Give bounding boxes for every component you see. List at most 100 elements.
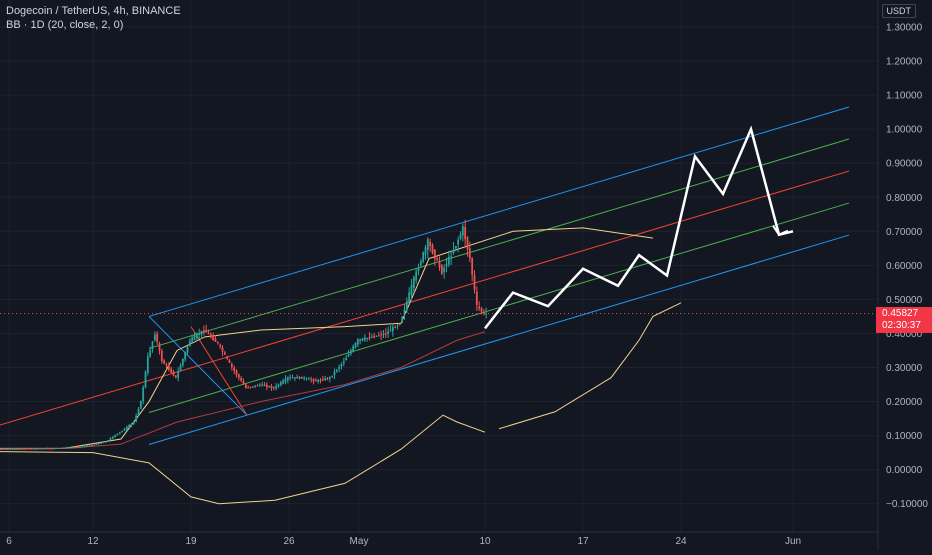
- candle-body: [424, 247, 427, 255]
- candle-body: [408, 292, 411, 303]
- candle-body: [359, 339, 362, 341]
- candle-body: [387, 331, 390, 334]
- candle-body: [207, 332, 210, 335]
- candle-body: [41, 448, 44, 450]
- projection-arrowhead: [772, 225, 789, 236]
- candle-body: [128, 424, 131, 428]
- channel-upper: [148, 106, 850, 317]
- candle-body: [114, 435, 117, 437]
- candle-body: [95, 443, 98, 445]
- last-price-value: 0.45827: [882, 307, 919, 319]
- candle-body: [328, 377, 331, 379]
- candle-body: [209, 334, 212, 338]
- indicator-label[interactable]: BB · 1D (20, close, 2, 0): [6, 19, 124, 31]
- y-tick-label: −0.10000: [886, 499, 928, 510]
- candle-body: [384, 333, 387, 335]
- candle-body: [300, 376, 303, 379]
- candle-body: [468, 248, 471, 259]
- candle-body: [44, 448, 47, 450]
- bb-basis-line: [0, 331, 486, 450]
- candle-body: [11, 448, 14, 450]
- projection-path: [484, 125, 794, 330]
- candle-body: [81, 446, 84, 448]
- candle-body: [2, 448, 5, 450]
- candle-body: [443, 267, 446, 273]
- candle-body: [396, 325, 399, 327]
- candle-body: [200, 330, 203, 335]
- candle-body: [72, 447, 75, 449]
- candle-body: [254, 385, 257, 387]
- candle-body: [265, 384, 268, 388]
- candle-body: [62, 447, 65, 449]
- candle-body: [464, 226, 467, 240]
- candle-body: [324, 378, 327, 381]
- candle-body: [156, 333, 159, 343]
- candle-body: [165, 364, 168, 366]
- bb-lower-band: [0, 414, 486, 505]
- candle-body: [366, 338, 369, 340]
- candle-body: [286, 377, 289, 380]
- y-tick-label: 0.40000: [886, 329, 923, 340]
- x-tick-label: May: [350, 536, 369, 547]
- candle-body: [298, 376, 301, 379]
- candle-body: [394, 326, 397, 329]
- candle-body: [212, 335, 215, 341]
- candle-body: [436, 258, 439, 261]
- y-tick-label: 0.50000: [886, 295, 923, 306]
- candle-body: [242, 381, 245, 385]
- candle-body: [422, 252, 425, 262]
- candle-body: [174, 375, 177, 378]
- candle-body: [170, 368, 173, 373]
- candle-body: [429, 242, 432, 246]
- candle-body: [118, 432, 121, 434]
- candle-body: [219, 344, 222, 347]
- candle-body: [125, 426, 128, 430]
- symbol-title[interactable]: Dogecoin / TetherUS, 4h, BINANCE: [6, 5, 181, 17]
- x-tick-label: 6: [6, 536, 12, 547]
- candle-body: [16, 448, 19, 450]
- candle-body: [482, 312, 485, 314]
- candle-body: [370, 336, 373, 338]
- candle-body: [356, 339, 359, 345]
- candle-body: [317, 379, 320, 382]
- candle-body: [391, 327, 394, 332]
- candle-body: [195, 334, 198, 338]
- candle-body: [312, 379, 315, 382]
- candle-body: [457, 239, 460, 245]
- candle-body: [130, 423, 133, 426]
- candle-body: [275, 385, 278, 389]
- candle-body: [261, 384, 264, 386]
- channel-lower: [148, 234, 850, 445]
- candle-body: [142, 387, 145, 402]
- candle-body: [485, 313, 488, 315]
- x-tick-label: Jun: [785, 536, 801, 547]
- candle-body: [303, 377, 306, 379]
- candle-body: [160, 351, 163, 362]
- y-tick-label: 1.10000: [886, 91, 923, 102]
- channel-anchor-link: [148, 316, 248, 416]
- currency-badge[interactable]: USDT: [881, 4, 916, 18]
- candle-body: [284, 378, 287, 383]
- candle-body: [55, 447, 58, 449]
- candle-body: [27, 448, 30, 450]
- x-tick-label: 26: [283, 536, 295, 547]
- candle-body: [352, 346, 355, 352]
- candle-body: [345, 357, 348, 361]
- candle-body: [214, 338, 217, 342]
- candle-body: [132, 421, 135, 424]
- candle-body: [144, 371, 147, 388]
- candle-body: [198, 333, 201, 335]
- candle-body: [272, 387, 275, 389]
- x-tick-label: 12: [87, 536, 99, 547]
- candle-body: [20, 448, 23, 450]
- candle-body: [139, 400, 142, 409]
- candle-body: [60, 447, 63, 449]
- y-tick-label: 0.90000: [886, 159, 923, 170]
- candle-body: [333, 371, 336, 376]
- candle-body: [363, 337, 366, 341]
- candle-body: [74, 447, 77, 449]
- candle-body: [233, 367, 236, 371]
